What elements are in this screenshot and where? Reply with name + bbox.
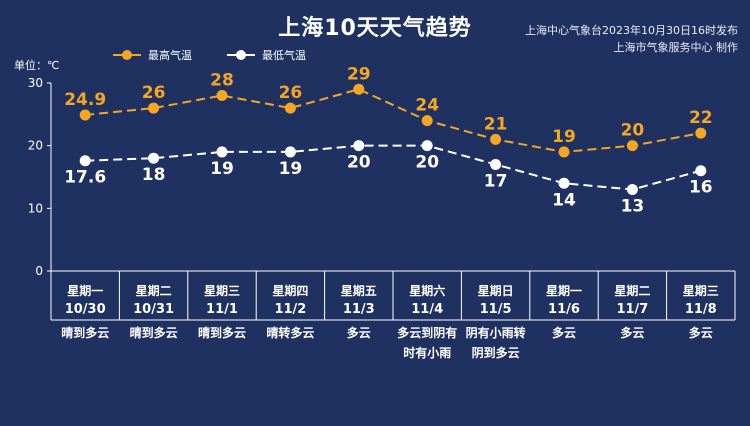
low-data-label: 19	[210, 159, 234, 179]
y-tick-label: 20	[28, 139, 43, 153]
date-label: 11/3	[342, 302, 375, 317]
day-column: 星期三 11/1 晴到多云	[188, 0, 256, 426]
high-data-label: 26	[142, 83, 166, 103]
day-column: 星期一 10/30 晴到多云	[51, 0, 119, 426]
high-data-label: 21	[484, 114, 508, 134]
low-point	[284, 146, 296, 158]
y-tick-label: 10	[28, 201, 43, 215]
day-column: 星期三 11/8 多云	[667, 0, 735, 426]
low-point	[626, 184, 638, 196]
high-data-label: 28	[210, 71, 234, 91]
source-line-2: 上海市气象服务中心 制作	[613, 41, 739, 54]
day-column: 星期二 10/31 晴到多云	[119, 0, 187, 426]
weekday-label: 星期二	[614, 284, 651, 298]
low-point	[421, 140, 433, 152]
weekday-label: 星期一	[67, 284, 104, 298]
legend-low: 最低气温	[226, 47, 306, 63]
weekday-label: 星期三	[203, 284, 240, 298]
day-column: 星期二 11/7 多云	[598, 0, 666, 426]
high-data-label: 19	[552, 127, 576, 147]
day-column: 星期五 11/3 多云	[325, 0, 393, 426]
low-point	[490, 158, 502, 170]
weather-label: 晴转多云	[266, 326, 315, 340]
low-data-label: 17.6	[64, 168, 106, 188]
high-point	[490, 133, 502, 145]
weekday-label: 星期五	[340, 284, 377, 298]
high-data-label: 22	[689, 108, 713, 128]
date-label: 11/7	[616, 302, 649, 317]
unit-label: 单位：℃	[14, 59, 60, 72]
high-point	[353, 83, 365, 95]
low-point	[695, 165, 707, 177]
high-data-label: 26	[279, 83, 303, 103]
date-label: 11/8	[684, 302, 717, 317]
chart-title: 上海10天天气趋势	[278, 16, 472, 41]
date-label: 11/5	[479, 302, 512, 317]
date-label: 11/6	[548, 302, 580, 317]
source-line-1: 上海中心气象台2023年10月30日16时发布	[525, 24, 738, 37]
legend-high-label: 最高气温	[148, 49, 192, 62]
high-point	[558, 146, 570, 158]
low-data-label: 13	[621, 197, 645, 217]
weekday-label: 星期三	[682, 284, 719, 298]
high-point	[148, 102, 160, 114]
weekday-label: 星期六	[409, 284, 446, 298]
date-label: 11/4	[411, 302, 444, 317]
high-point	[79, 109, 91, 121]
date-label: 10/30	[64, 302, 106, 317]
weekday-label: 星期四	[272, 284, 309, 298]
weather-label: 多云	[620, 326, 645, 340]
high-series-line	[85, 88, 701, 153]
y-tick-label: 30	[28, 76, 43, 90]
high-data-label: 20	[621, 121, 645, 141]
weather-label: 多云	[346, 326, 371, 340]
legend-high: 最高气温	[112, 47, 192, 63]
legend-high-marker	[113, 50, 141, 60]
weather-label: 多云到阴有 时有小雨	[397, 326, 458, 360]
low-data-label: 14	[552, 190, 576, 210]
weekday-label: 星期日	[477, 284, 514, 298]
weather-label: 多云	[551, 326, 576, 340]
date-label: 11/2	[274, 302, 307, 317]
high-data-label: 29	[347, 64, 371, 84]
weather-label: 阴有小雨转 阴到多云	[465, 326, 526, 360]
weather-label: 晴到多云	[197, 326, 246, 340]
low-point	[353, 140, 365, 152]
legend-low-marker	[227, 50, 255, 60]
low-data-label: 20	[415, 153, 439, 173]
weather-label: 晴到多云	[61, 326, 110, 340]
day-column: 星期日 11/5 阴有小雨转 阴到多云	[461, 0, 529, 426]
high-data-label: 24.9	[64, 90, 106, 110]
legend-low-label: 最低气温	[262, 49, 306, 62]
high-point	[421, 115, 433, 127]
legend: 最高气温 最低气温	[112, 47, 340, 63]
high-point	[284, 102, 296, 114]
low-data-label: 16	[689, 178, 713, 198]
date-label: 11/1	[206, 302, 238, 317]
low-point	[558, 177, 570, 189]
high-data-label: 24	[415, 96, 439, 116]
y-tick-label: 0	[35, 264, 43, 278]
day-column: 星期一 11/6 多云	[530, 0, 598, 426]
low-point	[216, 146, 228, 158]
low-data-label: 17	[484, 171, 508, 191]
low-series-line	[85, 144, 702, 191]
weather-label: 多云	[688, 326, 713, 340]
high-point	[626, 140, 638, 152]
day-column: 星期四 11/2 晴转多云	[256, 0, 324, 426]
low-data-label: 19	[279, 159, 303, 179]
low-point	[79, 155, 91, 167]
high-point	[216, 90, 228, 102]
high-point	[695, 127, 707, 139]
weather-label: 晴到多云	[129, 326, 178, 340]
low-data-label: 18	[142, 165, 166, 185]
date-label: 10/31	[133, 302, 175, 317]
source-info: 上海中心气象台2023年10月30日16时发布 上海市气象服务中心 制作	[525, 22, 738, 56]
low-point	[148, 152, 160, 164]
weekday-label: 星期二	[135, 284, 172, 298]
weekday-label: 星期一	[545, 284, 582, 298]
day-column: 星期六 11/4 多云到阴有 时有小雨	[393, 0, 461, 426]
low-data-label: 20	[347, 153, 371, 173]
